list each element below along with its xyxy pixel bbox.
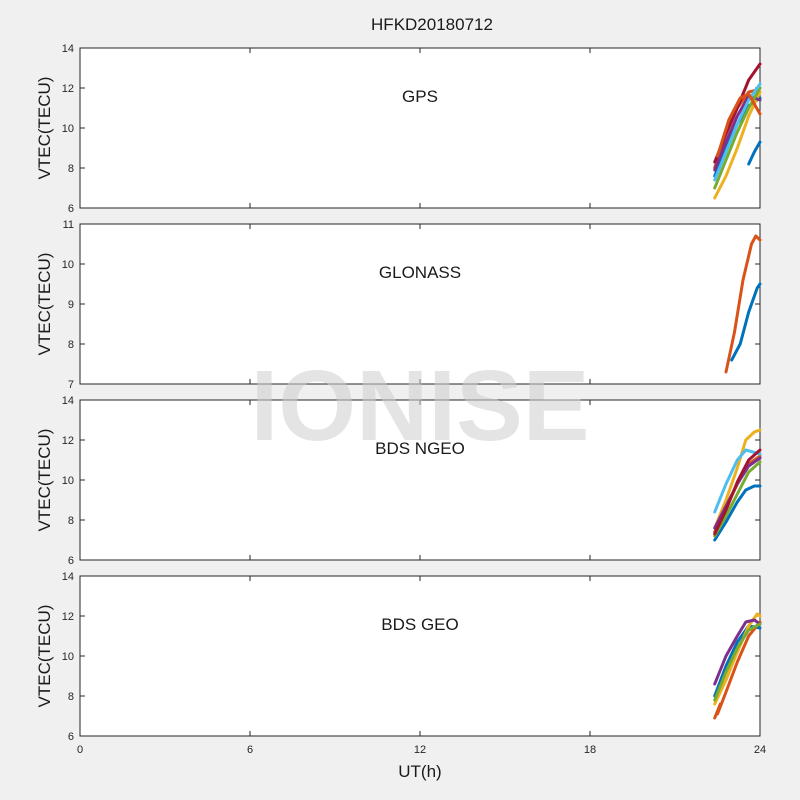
panel-label: GLONASS xyxy=(379,263,461,282)
y-tick-label: 7 xyxy=(68,379,74,391)
panel-label: GPS xyxy=(402,87,438,106)
panel-1: 6 8 10 12 14 VTEC(TECU) GPS xyxy=(35,43,762,215)
series-line-6 xyxy=(713,82,762,182)
y-tick-label: 6 xyxy=(68,203,74,215)
y-tick-label: 10 xyxy=(62,475,74,487)
x-tick-label: 18 xyxy=(584,744,596,756)
y-tick-label: 8 xyxy=(68,515,74,527)
y-tick-label: 9 xyxy=(68,299,74,311)
y-tick-label: 14 xyxy=(62,395,74,407)
series-line-1 xyxy=(724,234,762,374)
x-tick-label: 0 xyxy=(77,744,83,756)
watermark: IONISE xyxy=(251,350,590,462)
panel-label: BDS NGEO xyxy=(375,439,465,458)
y-tick-label: 10 xyxy=(62,651,74,663)
y-tick-label: 14 xyxy=(62,43,74,55)
plot-area xyxy=(79,223,761,385)
series-line-7 xyxy=(713,448,762,536)
figure-title: HFKD20180712 xyxy=(371,15,493,34)
y-tick-label: 12 xyxy=(62,83,74,95)
x-tick-label: 6 xyxy=(247,744,253,756)
panel-label: BDS GEO xyxy=(381,615,458,634)
series-line-2 xyxy=(730,282,762,362)
y-tick-label: 14 xyxy=(62,571,74,583)
y-tick-label: 8 xyxy=(68,163,74,175)
y-tick-label: 8 xyxy=(68,339,74,351)
y-tick-label: 10 xyxy=(62,123,74,135)
y-axis-label: VTEC(TECU) xyxy=(35,77,54,180)
series-line-3 xyxy=(713,90,762,200)
series-line-5 xyxy=(713,622,762,702)
plot-area xyxy=(79,575,761,737)
y-axis-label: VTEC(TECU) xyxy=(35,605,54,708)
series-line-5 xyxy=(713,460,762,538)
panel-3: 6 8 10 12 14 VTEC(TECU) BDS NGEO xyxy=(35,395,762,567)
series-line-4 xyxy=(713,94,762,172)
y-tick-label: 6 xyxy=(68,731,74,743)
panel-2: 7 8 9 10 11 VTEC(TECU) GLONASS xyxy=(35,219,762,391)
series-line-6 xyxy=(713,702,722,720)
y-tick-label: 6 xyxy=(68,555,74,567)
series-line-8 xyxy=(747,140,762,166)
series-line-4 xyxy=(713,618,762,686)
y-tick-label: 12 xyxy=(62,611,74,623)
series-line-9 xyxy=(716,92,762,158)
panels: 6 8 10 12 14 VTEC(TECU) GPS 7 8 9 10 11 VTEC(TECU) GL… xyxy=(35,43,766,756)
plot-area xyxy=(79,399,761,561)
y-tick-label: 12 xyxy=(62,435,74,447)
y-tick-label: 8 xyxy=(68,691,74,703)
plot-area xyxy=(79,47,761,209)
y-axis-label: VTEC(TECU) xyxy=(35,429,54,532)
series-line-2 xyxy=(716,620,762,716)
x-axis-label: UT(h) xyxy=(398,762,441,781)
series-line-1 xyxy=(713,484,762,542)
y-tick-label: 10 xyxy=(62,259,74,271)
series-line-6 xyxy=(713,448,762,514)
y-axis-label: VTEC(TECU) xyxy=(35,253,54,356)
x-tick-label: 12 xyxy=(414,744,426,756)
x-tick-label: 24 xyxy=(754,744,766,756)
y-tick-label: 11 xyxy=(63,219,74,231)
